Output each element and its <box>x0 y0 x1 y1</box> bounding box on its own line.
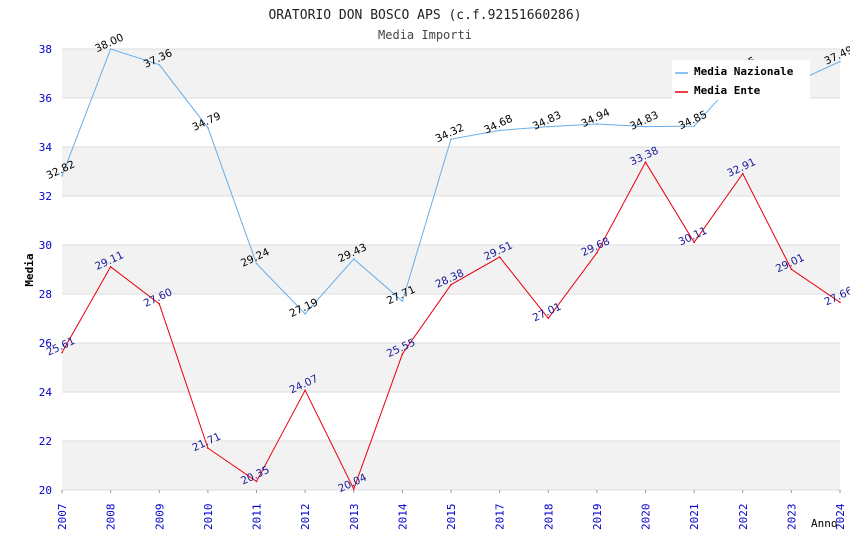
grid-band <box>62 196 840 245</box>
x-axis-ticks: 2007 2008 2009 2010 2011 2012 2013 2014 2015 2017… <box>56 490 847 530</box>
x-axis-label: Anno <box>811 517 838 530</box>
x-tick-label: 2017 <box>494 504 507 531</box>
grid-band <box>62 392 840 441</box>
legend-box <box>672 60 810 100</box>
y-tick-label: 24 <box>39 386 53 399</box>
legend: Media Nazionale Media Ente <box>672 60 810 100</box>
x-tick-label: 2021 <box>688 504 701 531</box>
data-point <box>693 241 695 244</box>
x-tick-label: 2020 <box>640 504 653 531</box>
x-tick-label: 2018 <box>542 504 555 531</box>
data-point <box>450 138 452 140</box>
data-point <box>498 129 501 132</box>
y-tick-label: 34 <box>39 141 53 154</box>
x-tick-label: 2008 <box>105 504 118 531</box>
data-point <box>352 258 355 260</box>
data-point <box>255 480 258 483</box>
y-tick-label: 22 <box>39 435 52 448</box>
x-tick-label: 2013 <box>348 504 361 531</box>
x-tick-label: 2024 <box>834 503 847 530</box>
data-point <box>644 161 647 163</box>
data-point <box>596 252 598 254</box>
data-point <box>498 256 501 258</box>
x-tick-label: 2012 <box>299 504 312 531</box>
x-tick-label: 2014 <box>396 503 409 530</box>
y-tick-label: 36 <box>39 92 52 105</box>
series-lines <box>61 48 841 491</box>
data-point <box>401 353 404 355</box>
x-tick-label: 2019 <box>591 504 604 531</box>
y-tick-label: 38 <box>39 43 52 56</box>
data-point <box>255 262 258 265</box>
x-tick-label: 2007 <box>56 504 69 531</box>
data-point <box>304 389 306 392</box>
data-point <box>547 125 550 128</box>
data-point <box>693 125 695 127</box>
x-tick-label: 2022 <box>737 504 750 531</box>
data-point <box>547 317 550 320</box>
data-point <box>790 268 793 271</box>
data-point <box>109 48 112 50</box>
data-point <box>158 63 161 66</box>
data-point <box>450 283 452 286</box>
grid-bands <box>62 49 840 490</box>
data-point <box>207 126 209 129</box>
data-point <box>401 300 404 302</box>
data-point <box>596 123 598 125</box>
grid-band <box>62 147 840 196</box>
data-point <box>207 447 209 449</box>
data-point <box>839 60 841 63</box>
data-point <box>61 175 63 177</box>
y-axis-label: Media <box>23 253 36 286</box>
data-point <box>61 351 63 354</box>
x-tick-label: 2015 <box>445 504 458 531</box>
chart-subtitle: Media Importi <box>378 28 472 42</box>
data-point <box>158 303 161 305</box>
data-point <box>304 313 306 315</box>
y-tick-label: 26 <box>39 337 52 350</box>
x-tick-label: 2010 <box>202 504 215 531</box>
grid-band <box>62 245 840 294</box>
grid-band <box>62 294 840 343</box>
data-point <box>741 172 744 175</box>
data-point <box>839 301 841 304</box>
x-tick-label: 2023 <box>785 504 798 531</box>
data-point <box>109 266 112 268</box>
legend-label-media-ente: Media Ente <box>694 84 761 97</box>
grid-band <box>62 343 840 392</box>
y-tick-label: 20 <box>39 484 52 497</box>
y-tick-label: 30 <box>39 239 52 252</box>
y-axis-ticks: 20 22 24 26 28 30 32 34 36 38 <box>39 43 840 497</box>
legend-label-media-nazionale: Media Nazionale <box>694 65 794 78</box>
x-tick-label: 2009 <box>153 504 166 531</box>
y-tick-label: 32 <box>39 190 52 203</box>
data-point <box>644 125 647 128</box>
chart-title: ORATORIO DON BOSCO APS (c.f.92151660286) <box>268 8 581 23</box>
data-point <box>352 488 355 490</box>
x-tick-label: 2011 <box>251 504 264 531</box>
grid-band <box>62 441 840 490</box>
y-tick-label: 28 <box>39 288 52 301</box>
